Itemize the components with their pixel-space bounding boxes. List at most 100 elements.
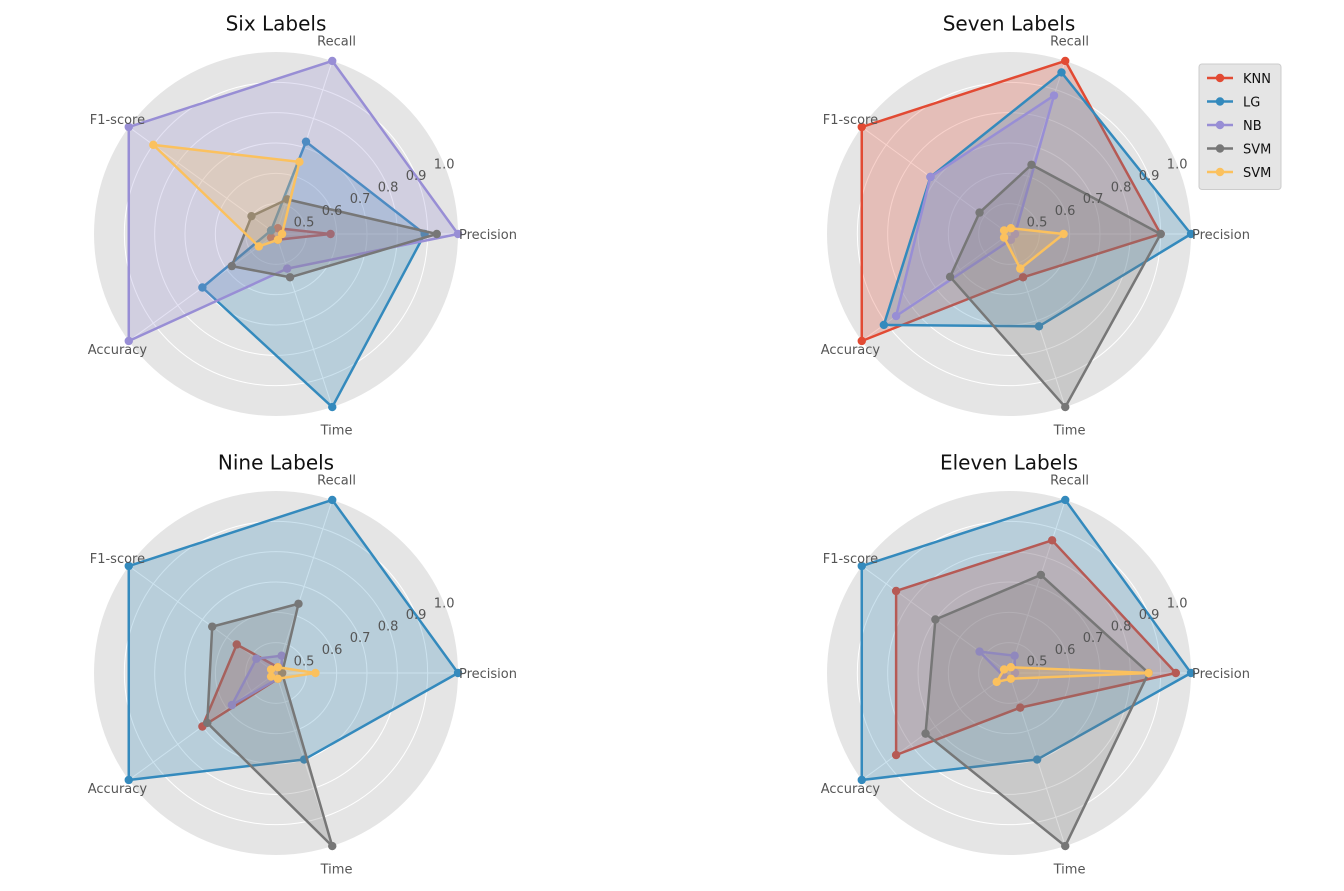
tick-label: 0.8 — [378, 181, 399, 196]
data-point — [207, 622, 217, 631]
axis-label-time: Time — [1053, 862, 1086, 877]
axis-label-time: Time — [1053, 423, 1086, 438]
tick-label: 0.6 — [1055, 204, 1076, 219]
axis-label-time: Time — [320, 423, 353, 438]
data-point — [857, 336, 866, 346]
series-knn-0 — [891, 536, 1181, 760]
data-point — [1061, 402, 1070, 412]
data-point — [999, 233, 1009, 242]
series-area — [860, 498, 1193, 782]
series-area — [894, 539, 1178, 757]
legend-label: SVM — [1243, 143, 1271, 158]
data-point — [273, 663, 283, 672]
data-point — [857, 775, 866, 785]
tick-label: 0.6 — [322, 204, 343, 219]
axis-label-precision: Precision — [1192, 667, 1250, 682]
data-point — [1061, 841, 1070, 851]
legend-marker — [1215, 120, 1225, 130]
data-point — [227, 261, 237, 271]
data-point — [328, 841, 337, 851]
axis-label-recall: Recall — [317, 35, 356, 50]
series-svm-4 — [992, 663, 1153, 687]
axis-label-accuracy: Accuracy — [821, 782, 881, 797]
legend-marker — [1215, 144, 1225, 153]
data-point — [203, 718, 212, 728]
grid-spoke — [128, 565, 277, 674]
data-point — [1010, 229, 1020, 239]
data-point — [124, 561, 133, 571]
data-point — [1032, 755, 1042, 764]
data-point — [453, 668, 463, 678]
data-point — [277, 229, 287, 239]
axis-label-precision: Precision — [459, 228, 517, 243]
series-area — [995, 665, 1150, 684]
tick-label: 0.9 — [406, 169, 427, 184]
data-point — [252, 654, 261, 663]
axis-label-accuracy: Accuracy — [821, 343, 881, 358]
tick-label: 1.0 — [1167, 157, 1188, 172]
tick-label: 0.8 — [1111, 620, 1132, 635]
data-point — [198, 283, 207, 292]
tick-label: 0.7 — [350, 631, 371, 646]
data-point — [1006, 235, 1016, 244]
data-point — [931, 615, 940, 624]
series-area — [206, 602, 334, 848]
legend-entry-svm-3: SVM — [1207, 143, 1271, 158]
data-point — [857, 122, 866, 132]
data-point — [1047, 536, 1057, 545]
legend-entry-knn-0: KNN — [1207, 72, 1271, 87]
axis-label-f1-score: F1-score — [90, 113, 145, 128]
data-point — [124, 336, 133, 346]
legend-marker — [1215, 73, 1225, 83]
data-point — [283, 264, 292, 273]
data-point — [1006, 224, 1016, 233]
tick-label: 0.7 — [350, 192, 371, 207]
data-point — [1061, 495, 1070, 505]
chart-title: Six Labels — [226, 12, 327, 36]
series-svm-3 — [945, 160, 1165, 412]
legend-marker — [1215, 167, 1225, 177]
data-point — [227, 700, 237, 710]
tick-label: 0.9 — [1139, 608, 1160, 623]
axis-label-precision: Precision — [459, 667, 517, 682]
data-point — [254, 242, 264, 251]
grid-spoke — [275, 499, 333, 674]
data-point — [124, 122, 133, 132]
tick-label: 0.5 — [294, 215, 315, 230]
data-point — [1006, 663, 1016, 672]
data-point — [975, 647, 984, 656]
data-point — [277, 651, 286, 660]
data-point — [1018, 273, 1028, 282]
series-svm-4 — [149, 140, 304, 251]
data-point — [1061, 56, 1070, 66]
tick-label: 0.5 — [1027, 215, 1048, 230]
grid-spoke — [1008, 499, 1066, 674]
data-point — [879, 320, 889, 330]
grid-spoke — [861, 672, 1010, 781]
series-area — [201, 140, 426, 409]
axis-label-accuracy: Accuracy — [88, 782, 148, 797]
data-point — [277, 668, 287, 678]
data-point — [149, 140, 158, 150]
data-point — [328, 495, 337, 505]
tick-label: 0.7 — [1083, 631, 1104, 646]
data-point — [999, 226, 1009, 235]
axis-label-f1-score: F1-score — [823, 113, 878, 128]
legend-label: KNN — [1243, 72, 1271, 87]
data-point — [266, 233, 276, 242]
data-point — [432, 229, 441, 239]
data-point — [945, 272, 955, 281]
tick-label: 0.5 — [1027, 654, 1048, 669]
series-nb-2 — [891, 91, 1059, 321]
data-point — [891, 586, 901, 596]
data-point — [1186, 229, 1196, 239]
tick-label: 1.0 — [1167, 596, 1188, 611]
axis-label-time: Time — [320, 862, 353, 877]
data-point — [1016, 703, 1025, 712]
data-point — [124, 775, 133, 785]
grid-spoke — [861, 126, 1010, 235]
data-point — [1057, 68, 1066, 77]
data-point — [999, 665, 1009, 674]
data-point — [1016, 264, 1025, 273]
